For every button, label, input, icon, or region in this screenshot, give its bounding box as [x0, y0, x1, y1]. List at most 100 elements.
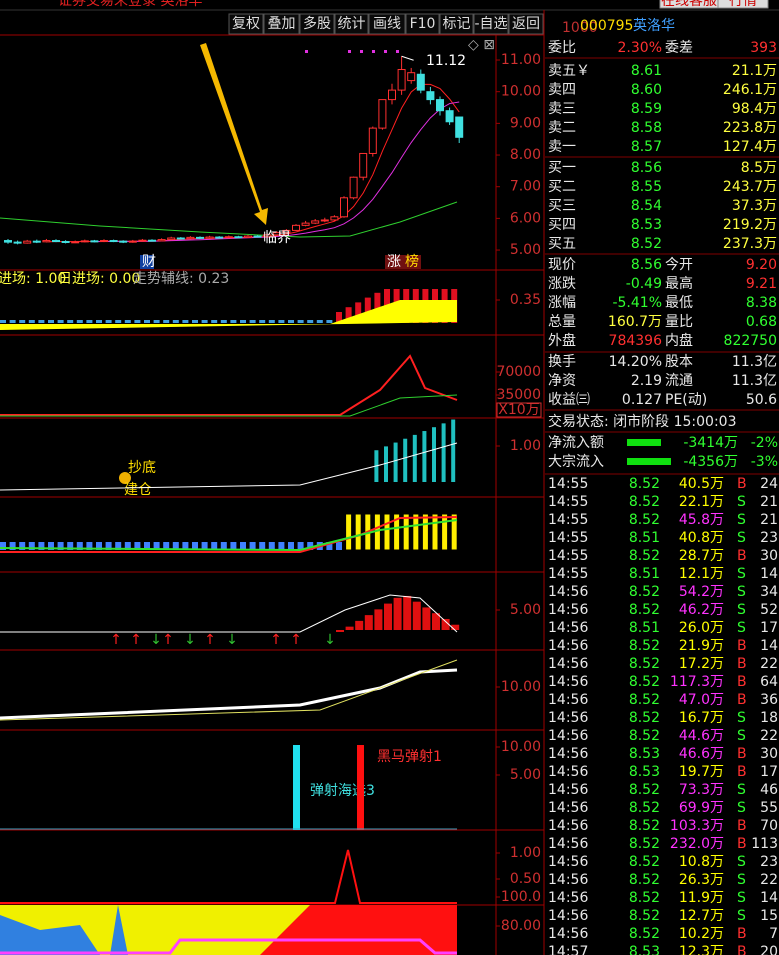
- tick-time: 14:56: [548, 620, 588, 636]
- indicator-bar: [19, 542, 26, 550]
- ask-label: 卖一: [548, 139, 576, 155]
- toolbar-button[interactable]: [508, 13, 544, 35]
- indicator-bar: [278, 542, 285, 550]
- bid-label: 买一: [548, 160, 576, 176]
- ask-volume: 98.4万: [732, 101, 777, 117]
- indicator-bar: [297, 542, 304, 550]
- indicator-line: [0, 519, 458, 552]
- tick-price: 8.52: [629, 926, 660, 942]
- unit-label: X10万: [498, 402, 539, 418]
- toolbar-button[interactable]: [368, 13, 406, 35]
- tick-count: 21: [760, 512, 778, 528]
- top-button[interactable]: [659, 0, 719, 9]
- quote-value: 8.38: [746, 295, 777, 311]
- ask-price: 8.61: [631, 63, 662, 79]
- top-button[interactable]: [717, 0, 769, 9]
- tick-price: 8.52: [629, 548, 660, 564]
- tick-volume: 22.1万: [679, 494, 724, 510]
- tick-side: S: [737, 908, 746, 924]
- flow-percent: -3%: [751, 454, 778, 470]
- toolbar-button[interactable]: [228, 13, 264, 35]
- candle-body: [292, 224, 300, 231]
- tick-side: S: [737, 494, 746, 510]
- indicator-bar: [163, 320, 170, 323]
- tick-side: B: [737, 944, 747, 955]
- indicator-bar: [316, 320, 323, 323]
- tick-count: 17: [760, 764, 778, 780]
- candle-body: [416, 73, 425, 91]
- signal-dot: [360, 50, 363, 53]
- candle-body: [90, 240, 99, 243]
- tick-side: B: [737, 674, 747, 690]
- indicator-line: [0, 442, 458, 491]
- quote-value: 8.56: [631, 257, 662, 273]
- signal-dot: [305, 50, 308, 53]
- toolbar-label: 返回: [512, 16, 540, 32]
- bid-volume: 37.3万: [732, 198, 777, 214]
- candle-body: [244, 235, 252, 238]
- candle-body: [128, 240, 137, 243]
- indicator-bar: [134, 542, 141, 550]
- tick-volume: 10.8万: [679, 854, 724, 870]
- tick-price: 8.52: [629, 854, 660, 870]
- axis-label: 0.35: [510, 292, 541, 308]
- tick-side: S: [737, 566, 746, 582]
- quote-value: -5.41%: [612, 295, 662, 311]
- indicator-bar: [220, 320, 227, 323]
- tick-count: 24: [760, 476, 778, 492]
- tick-time: 14:55: [548, 476, 588, 492]
- tick-count: 55: [760, 800, 778, 816]
- ask-price: 8.57: [631, 139, 662, 155]
- candle-body: [378, 99, 387, 129]
- quote-value: 2.30%: [618, 40, 662, 56]
- annotation: 临界: [263, 230, 291, 246]
- axis-label: 80.00: [501, 918, 541, 934]
- tick-time: 14:56: [548, 656, 588, 672]
- quote-label: 内盘: [665, 332, 693, 349]
- tick-count: 64: [760, 674, 778, 690]
- tick-time: 14:56: [548, 710, 588, 726]
- toolbar-label: 统计: [338, 16, 366, 32]
- indicator-bar: [384, 603, 392, 630]
- tick-count: 20: [760, 944, 778, 955]
- toolbar-button[interactable]: [263, 13, 300, 35]
- indicator-bar: [124, 542, 131, 550]
- tick-time: 14:56: [548, 800, 588, 816]
- quote-label: 涨幅: [548, 295, 576, 311]
- tick-side: B: [737, 836, 747, 852]
- flow-label: 净流入额: [548, 435, 604, 451]
- tick-volume: 69.9万: [679, 800, 724, 816]
- indicator-bar: [192, 320, 198, 323]
- indicator-bar: [288, 542, 294, 550]
- toolbar-button[interactable]: [439, 13, 474, 35]
- indicator-bar: [249, 320, 256, 323]
- quote-value: 50.6: [746, 392, 777, 408]
- tick-time: 14:56: [548, 836, 588, 852]
- candle-body: [148, 239, 156, 242]
- toolbar-button[interactable]: [405, 13, 440, 35]
- indicator-bar: [451, 419, 456, 482]
- tick-price: 8.52: [629, 800, 660, 816]
- tick-price: 8.52: [629, 674, 660, 690]
- toolbar-button[interactable]: [334, 13, 369, 35]
- indicator-bar: [96, 320, 102, 323]
- tick-time: 14:56: [548, 908, 588, 924]
- indicator-bar: [421, 513, 429, 551]
- indicator-bar: [450, 513, 458, 551]
- indicator-bar: [345, 307, 352, 323]
- indicator-bar: [201, 542, 208, 550]
- tick-volume: 12.3万: [679, 944, 724, 955]
- indicator-bar: [201, 320, 208, 323]
- toolbar-button[interactable]: [299, 13, 335, 35]
- indicator-band: [0, 300, 457, 330]
- high-marker: [401, 55, 414, 61]
- toolbar-button[interactable]: [473, 13, 509, 35]
- indicator-bar: [422, 431, 427, 482]
- signal-dot: [372, 50, 375, 53]
- quote-label: 量比: [665, 314, 693, 330]
- signal-arrow: ↑: [204, 632, 216, 648]
- flow-percent: -2%: [751, 435, 778, 451]
- tick-price: 8.52: [629, 476, 660, 492]
- indicator-bar: [336, 542, 342, 550]
